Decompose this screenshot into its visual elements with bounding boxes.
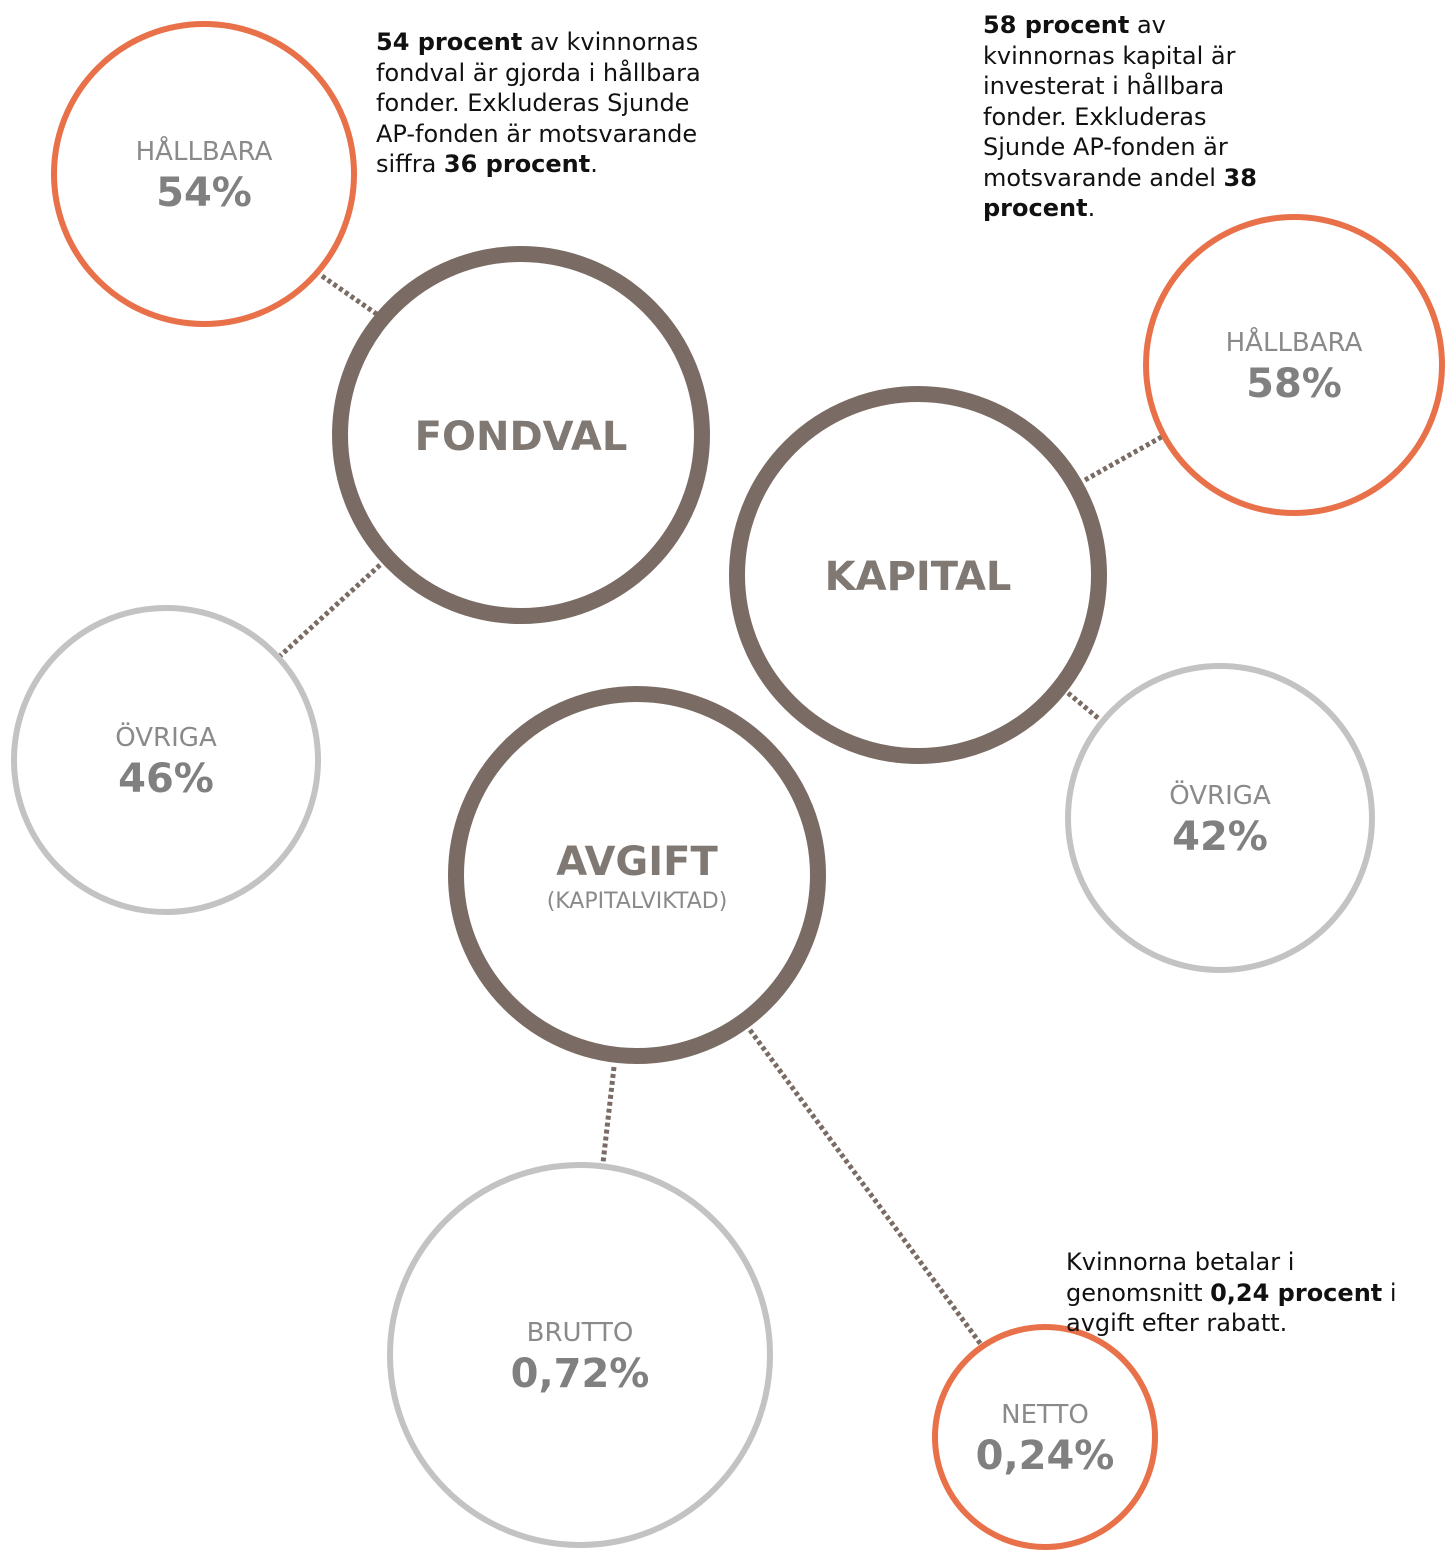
- connector: [320, 273, 380, 318]
- node-label: NETTO: [1001, 1400, 1089, 1430]
- note-text: 58 procent: [983, 11, 1130, 39]
- note-text: Kvinnorna betalar i genomsnitt: [1066, 1248, 1295, 1307]
- connector: [1083, 432, 1167, 483]
- connectors: [278, 273, 1167, 1352]
- node: AVGIFT (KAPITALVIKTAD): [448, 686, 826, 1064]
- connector: [600, 1066, 617, 1164]
- node-value: 54%: [156, 170, 252, 216]
- node-title: AVGIFT: [556, 839, 718, 885]
- node-circle: [1065, 663, 1375, 973]
- node-label: ÖVRIGA: [1169, 779, 1271, 811]
- note-text: 54 procent: [376, 28, 523, 56]
- node-circle: [51, 21, 357, 327]
- node-value: 58%: [1246, 361, 1342, 407]
- connector: [1066, 691, 1100, 720]
- node-circle: [11, 605, 321, 915]
- note-text: .: [1087, 194, 1096, 222]
- note-text: .: [590, 150, 598, 178]
- node-value: 42%: [1172, 814, 1268, 860]
- note-text: 0,24 procent: [1210, 1278, 1383, 1307]
- node-title: KAPITAL: [825, 554, 1012, 600]
- node-circle: [387, 1162, 773, 1548]
- node-label: ÖVRIGA: [115, 721, 217, 753]
- note-text: 36 procent: [443, 150, 591, 178]
- note: 58 procent av kvinnornas kapital är inve…: [983, 10, 1283, 224]
- node-label: HÅLLBARA: [136, 135, 273, 167]
- note-text: av kvinnornas kapital är investerat i hå…: [983, 11, 1236, 192]
- note-text: av kvinnornas fondval är gjorda i hållba…: [376, 28, 701, 178]
- node-circle: [1143, 214, 1445, 516]
- node-sublabel: (KAPITALVIKTAD): [547, 889, 728, 914]
- node-circle: [932, 1324, 1158, 1550]
- note-text: 38 procent: [983, 163, 1257, 223]
- node-value: 0,24%: [976, 1433, 1115, 1479]
- node: FONDVAL: [332, 246, 710, 624]
- node-value: 46%: [118, 756, 214, 802]
- node-label: BRUTTO: [527, 1318, 634, 1348]
- connector: [747, 1028, 988, 1352]
- node: KAPITAL: [729, 386, 1107, 764]
- node-label: HÅLLBARA: [1226, 326, 1363, 358]
- node-circle: [729, 386, 1107, 764]
- connector: [278, 563, 382, 658]
- note-text: i avgift efter rabatt.: [1066, 1278, 1397, 1338]
- note: 54 procent av kvinnornas fondval är gjor…: [376, 27, 706, 180]
- node-title: FONDVAL: [415, 414, 628, 460]
- node-circle: [448, 686, 826, 1064]
- note: Kvinnorna betalar i genomsnitt 0,24 proc…: [1066, 1247, 1436, 1339]
- node-value: 0,72%: [511, 1351, 650, 1397]
- node-circle: [332, 246, 710, 624]
